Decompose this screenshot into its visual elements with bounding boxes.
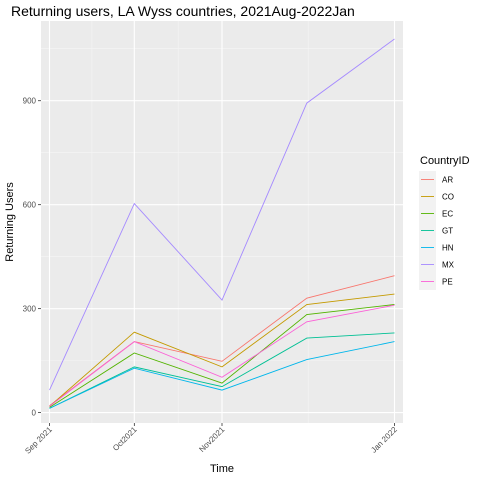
series-line-hn <box>49 341 395 409</box>
legend: CountryID AR CO EC GT HN MX PE <box>419 155 470 290</box>
legend-label-ec: EC <box>442 210 453 219</box>
series-line-pe <box>49 304 395 407</box>
legend-label-hn: HN <box>442 244 454 253</box>
series-lines <box>49 38 395 409</box>
y-tick-label: 900 <box>23 97 37 106</box>
legend-label-mx: MX <box>442 261 455 270</box>
legend-title: CountryID <box>420 155 470 167</box>
x-tick-label: Sep 2021 <box>23 425 54 456</box>
x-axis: Sep 2021 Oct2021 Nov2021 Jan 2022 <box>23 423 399 456</box>
y-axis-title: Returning Users <box>4 182 16 262</box>
x-tick-label: Jan 2022 <box>369 425 399 455</box>
series-line-mx <box>49 38 395 391</box>
x-tick-label: Nov2021 <box>197 425 226 454</box>
x-tick-label: Oct2021 <box>111 425 139 453</box>
y-tick-label: 300 <box>23 305 37 314</box>
legend-label-ar: AR <box>442 176 453 185</box>
y-tick-label: 600 <box>23 201 37 210</box>
grid-lines <box>41 21 403 423</box>
legend-label-co: CO <box>442 193 454 202</box>
series-line-co <box>49 293 395 407</box>
y-axis: 0 300 600 900 <box>23 97 41 418</box>
series-line-ec <box>49 304 395 408</box>
legend-label-gt: GT <box>442 227 453 236</box>
series-line-gt <box>49 332 395 409</box>
chart-title: Returning users, LA Wyss countries, 2021… <box>11 3 355 19</box>
legend-label-pe: PE <box>442 278 453 287</box>
x-axis-title: Time <box>210 463 234 475</box>
y-tick-label: 0 <box>32 409 37 418</box>
